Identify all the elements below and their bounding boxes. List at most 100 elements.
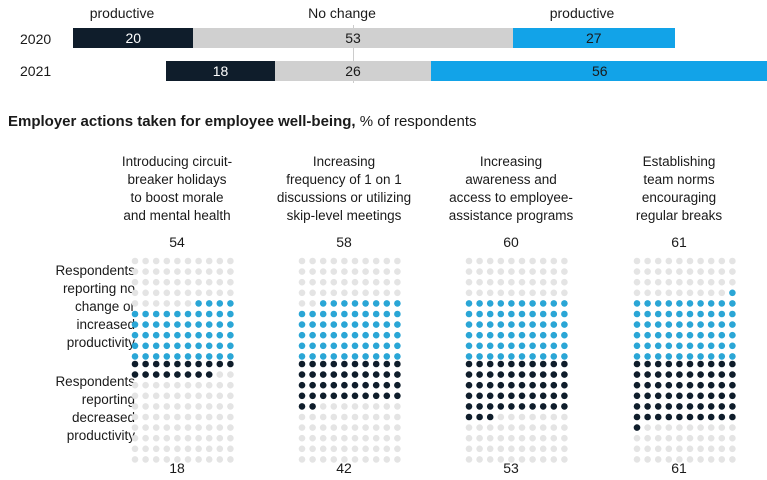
dot-increased-col3 — [561, 300, 568, 307]
dot-increased-col4 — [676, 300, 683, 307]
dot-increased-col1 — [184, 321, 192, 328]
dot-empty-col2 — [394, 434, 401, 442]
dot-decreased-col2 — [319, 360, 327, 368]
dot-decreased-col1 — [184, 371, 192, 378]
dot-empty-col4 — [686, 424, 694, 431]
dot-decreased-col4 — [718, 360, 726, 368]
year-label-2020: 2020 — [20, 31, 52, 47]
dot-empty-col2 — [319, 424, 327, 431]
dot-decreased-col3 — [476, 381, 483, 389]
column-title-1: Introducing circuit-breaker holidays to b… — [121, 154, 233, 223]
dot-empty-col4 — [665, 278, 673, 286]
dot-decreased-col2 — [309, 403, 316, 410]
dot-increased-col1 — [163, 342, 171, 350]
dot-empty-col2 — [372, 456, 380, 463]
dot-decreased-col4 — [676, 381, 683, 389]
dot-increased-col3 — [486, 331, 494, 339]
dot-empty-col3 — [497, 257, 505, 265]
dot-empty-col2 — [309, 278, 316, 286]
dot-increased-col3 — [497, 353, 505, 360]
dot-decreased-col2 — [351, 392, 359, 400]
dot-increased-col2 — [372, 310, 380, 318]
dot-increased-col2 — [341, 331, 348, 339]
dot-increased-col4 — [707, 353, 715, 360]
dot-empty-col1 — [174, 268, 181, 275]
dot-increased-col2 — [309, 331, 316, 339]
dot-empty-col2 — [341, 268, 348, 275]
dot-empty-col2 — [309, 268, 316, 275]
dot-increased-col4 — [633, 310, 641, 318]
dot-empty-col1 — [163, 456, 171, 463]
dot-increased-col1 — [227, 300, 234, 307]
dot-empty-col1 — [174, 413, 181, 421]
column-top-value-2: 58 — [336, 234, 352, 250]
dot-empty-col2 — [351, 413, 359, 421]
dot-increased-col4 — [718, 310, 726, 318]
label-middle: No change — [308, 5, 376, 21]
dot-empty-col2 — [309, 300, 316, 307]
dot-decreased-col1 — [195, 360, 202, 368]
dot-decreased-col4 — [633, 413, 641, 421]
dot-increased-col4 — [729, 289, 736, 297]
dot-decreased-col4 — [686, 403, 694, 410]
dot-decreased-col3 — [561, 371, 568, 378]
dot-empty-col2 — [351, 257, 359, 265]
dot-empty-col1 — [152, 381, 160, 389]
dot-empty-col1 — [184, 381, 192, 389]
dot-increased-col2 — [394, 300, 401, 307]
dot-empty-col3 — [561, 445, 568, 453]
dot-increased-col4 — [729, 331, 736, 339]
dot-increased-col3 — [465, 342, 473, 350]
dot-empty-col2 — [383, 456, 391, 463]
dot-decreased-col4 — [686, 371, 694, 378]
dot-increased-col3 — [561, 342, 568, 350]
dot-decreased-col3 — [561, 392, 568, 400]
dot-increased-col1 — [163, 331, 171, 339]
dot-decreased-col1 — [227, 360, 234, 368]
dot-increased-col3 — [508, 300, 515, 307]
dot-empty-col4 — [707, 445, 715, 453]
dot-empty-col2 — [319, 278, 327, 286]
dot-empty-col4 — [697, 257, 704, 265]
dot-empty-col2 — [341, 289, 348, 297]
dot-increased-col4 — [676, 321, 683, 328]
dot-increased-col3 — [539, 300, 547, 307]
dot-increased-col3 — [518, 342, 526, 350]
dot-empty-col3 — [518, 434, 526, 442]
dot-decreased-col3 — [486, 413, 494, 421]
dot-empty-col1 — [163, 381, 171, 389]
dot-empty-col2 — [309, 456, 316, 463]
dot-empty-col1 — [163, 424, 171, 431]
dot-empty-col1 — [174, 424, 181, 431]
dot-empty-col1 — [163, 257, 171, 265]
dot-empty-col2 — [351, 424, 359, 431]
dot-increased-col2 — [372, 342, 380, 350]
dot-increased-col4 — [707, 342, 715, 350]
dot-decreased-col4 — [697, 381, 704, 389]
dot-empty-col3 — [550, 268, 558, 275]
dot-decreased-col1 — [205, 371, 213, 378]
dot-empty-col2 — [351, 403, 359, 410]
dot-decreased-col4 — [729, 413, 736, 421]
dot-empty-col4 — [676, 434, 683, 442]
dot-empty-col1 — [174, 434, 181, 442]
dot-increased-col4 — [644, 331, 651, 339]
dot-empty-col3 — [476, 278, 483, 286]
dot-decreased-col3 — [561, 403, 568, 410]
dot-decreased-col3 — [550, 360, 558, 368]
dot-decreased-col3 — [497, 392, 505, 400]
dot-empty-col1 — [152, 268, 160, 275]
column-top-value-1: 54 — [169, 234, 185, 250]
dot-empty-col1 — [131, 392, 139, 400]
dot-decreased-col2 — [298, 381, 306, 389]
dot-increased-col4 — [654, 321, 662, 328]
dot-empty-col3 — [529, 413, 536, 421]
dot-increased-col2 — [298, 353, 306, 360]
dot-decreased-col3 — [497, 360, 505, 368]
dot-empty-col1 — [163, 289, 171, 297]
dot-empty-col2 — [362, 445, 369, 453]
dot-increased-col3 — [529, 331, 536, 339]
dot-empty-col1 — [227, 278, 234, 286]
dot-empty-col2 — [298, 424, 306, 431]
dot-empty-col4 — [686, 445, 694, 453]
